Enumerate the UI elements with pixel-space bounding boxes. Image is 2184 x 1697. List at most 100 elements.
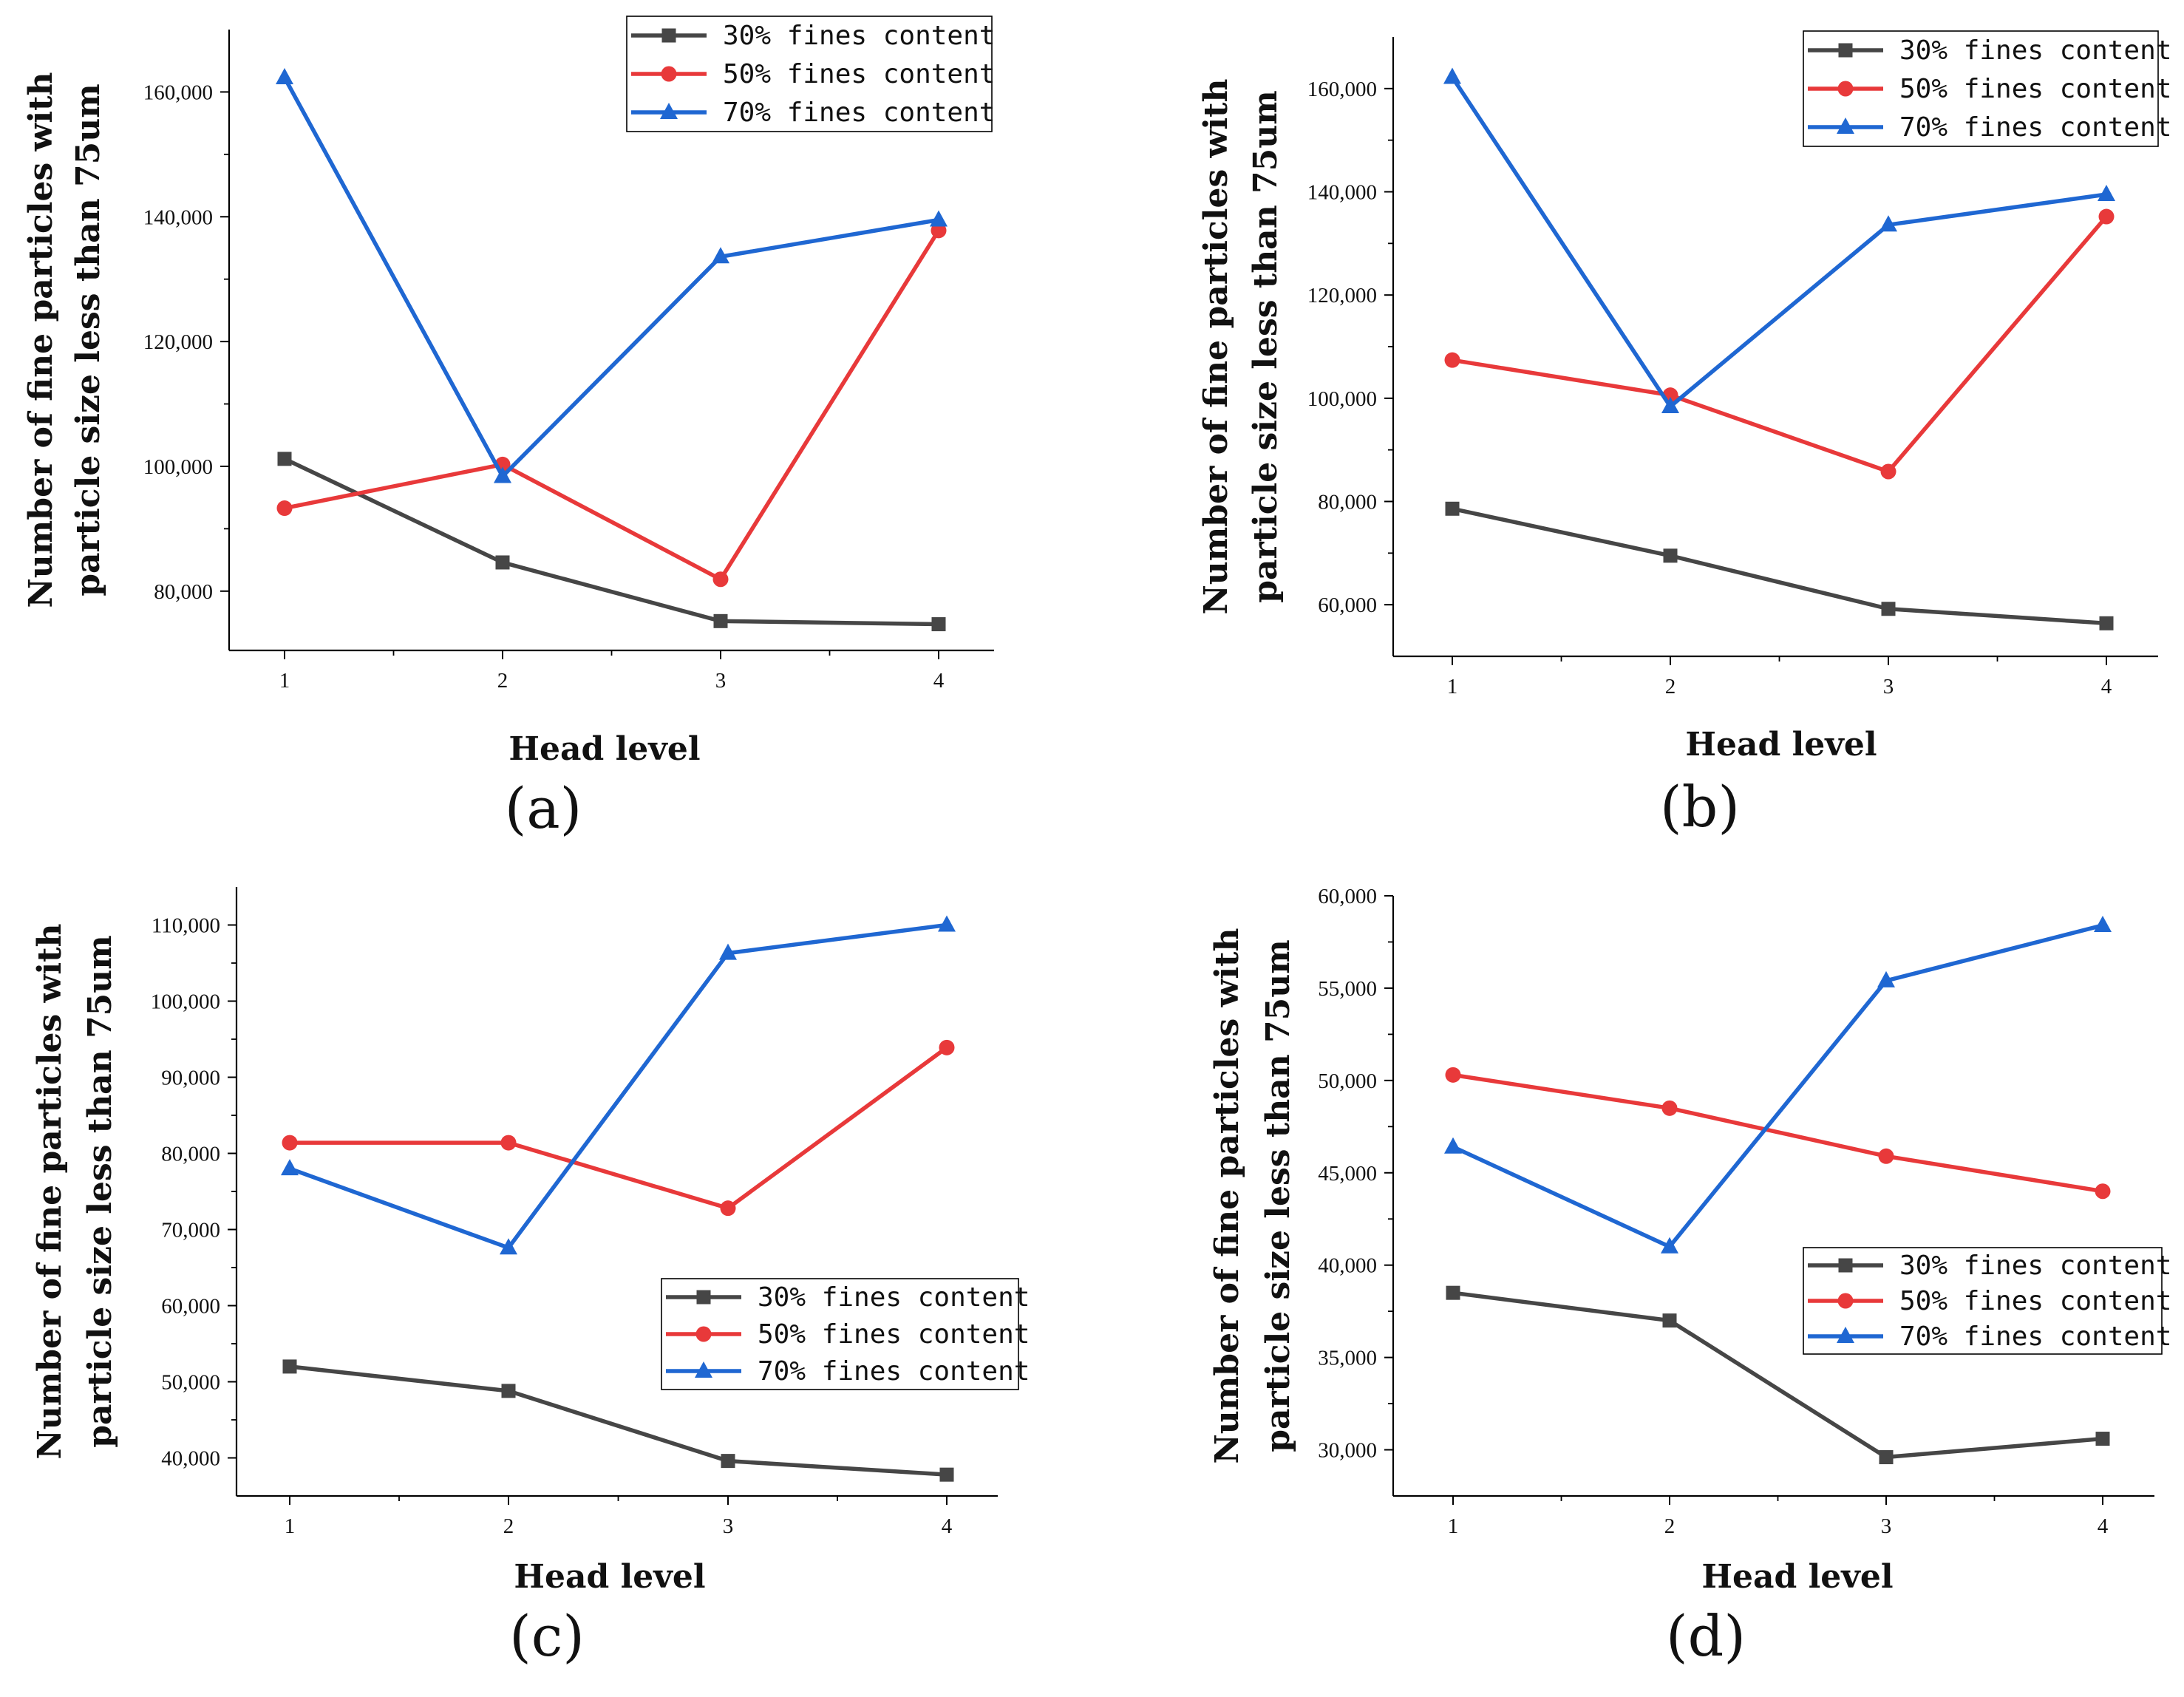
y-tick-label: 50,000	[161, 1371, 220, 1395]
data-point-70pct	[276, 68, 293, 85]
x-tick-label: 4	[942, 1514, 953, 1538]
data-point-70pct	[1443, 67, 1461, 84]
legend-swatch-marker	[661, 66, 677, 82]
y-tick-label: 100,000	[143, 455, 213, 479]
data-point-70pct	[1444, 1137, 1462, 1154]
data-point-30pct	[501, 1384, 516, 1398]
y-tick-label: 60,000	[161, 1295, 220, 1319]
legend-label: 70% fines content	[723, 98, 995, 128]
data-point-50pct	[1661, 1100, 1678, 1116]
legend-label: 30% fines content	[723, 21, 995, 51]
x-tick-label: 3	[1881, 1514, 1892, 1538]
y-tick-label: 45,000	[1318, 1162, 1377, 1186]
legend-swatch-marker	[661, 28, 676, 43]
series-line-70pct	[282, 76, 939, 479]
series-line-70pct	[289, 922, 948, 1250]
y-tick-label: 120,000	[1307, 284, 1377, 307]
x-tick-label: 2	[1665, 675, 1676, 698]
data-point-30pct	[1446, 1285, 1460, 1300]
y-axis-title-line2: particle size less than 75um	[69, 84, 107, 596]
x-axis-title: Head level	[514, 1558, 705, 1596]
legend-swatch-marker	[696, 1290, 711, 1305]
y-tick-label: 110,000	[152, 914, 220, 938]
legend: 30% fines content 50% fines content 70% fi…	[1803, 30, 2171, 147]
chart-panel-d: 30,000 35,000 40,000 45,000 50,000 55,000 60,0…	[1208, 885, 2171, 1669]
legend-label: 70% fines content	[1899, 1322, 2171, 1352]
data-point-30pct	[2099, 616, 2114, 630]
series-line-70pct	[1452, 923, 2103, 1249]
y-axis-title: Number of fine particles with particle si…	[31, 924, 119, 1460]
x-tick-label: 3	[723, 1514, 734, 1538]
data-point-50pct	[2098, 208, 2115, 225]
y-axis-title-line2: particle size less than 75um	[1247, 90, 1285, 603]
data-point-30pct	[495, 555, 510, 570]
legend-label: 50% fines content	[1899, 1286, 2171, 1316]
legend-label: 50% fines content	[1899, 74, 2171, 104]
panel-label: (c)	[509, 1603, 585, 1669]
series-line-50pct	[1452, 1072, 2103, 1194]
y-axis-title-line1: Number of fine particles with	[1197, 79, 1235, 615]
series-line-30pct	[289, 1364, 948, 1477]
y-axis-title: Number of fine particles with particle si…	[22, 72, 107, 608]
data-point-70pct	[938, 915, 956, 932]
data-point-70pct	[500, 1238, 517, 1255]
x-tick-label: 2	[503, 1514, 514, 1538]
legend-swatch-marker	[695, 1361, 712, 1378]
series-line-50pct	[284, 229, 941, 582]
x-tick-label: 4	[933, 669, 945, 693]
x-tick-label: 3	[1883, 675, 1894, 698]
data-point-50pct	[931, 222, 947, 239]
legend-swatch-marker	[1838, 43, 1853, 58]
y-tick-label: 160,000	[143, 81, 213, 104]
x-axis-title: Head level	[1685, 726, 1877, 764]
data-point-50pct	[1444, 352, 1460, 368]
y-tick-label: 40,000	[1318, 1254, 1377, 1278]
y-tick-label: 60,000	[1318, 885, 1377, 908]
legend-label: 70% fines content	[1899, 112, 2171, 143]
chart-panel-c: 40,000 50,000 60,000 70,000 80,000 90,000 100,…	[31, 887, 1030, 1669]
data-point-30pct	[1662, 1313, 1677, 1328]
legend-label: 30% fines content	[1899, 1251, 2171, 1281]
data-point-70pct	[1879, 215, 1897, 232]
data-point-70pct	[2098, 184, 2115, 201]
y-tick-label: 120,000	[143, 330, 213, 354]
x-tick-label: 2	[1664, 1514, 1676, 1538]
data-point-50pct	[1880, 463, 1896, 480]
data-point-50pct	[2095, 1183, 2111, 1200]
legend-label: 30% fines content	[1899, 35, 2171, 66]
y-tick-label: 90,000	[161, 1067, 220, 1090]
data-point-30pct	[939, 1467, 954, 1482]
data-point-30pct	[931, 617, 946, 632]
data-point-70pct	[1661, 397, 1679, 414]
data-point-30pct	[282, 1359, 297, 1374]
legend: 30% fines content 50% fines content 70% fi…	[661, 1278, 1030, 1390]
x-tick-label: 4	[2098, 1514, 2109, 1538]
y-axis-title-line1: Number of fine particles with	[1208, 928, 1246, 1464]
y-tick-label: 80,000	[154, 580, 213, 604]
y-tick-label: 70,000	[161, 1219, 220, 1242]
series-line-50pct	[1452, 215, 2109, 474]
x-tick-label: 2	[497, 669, 508, 693]
data-point-70pct	[712, 247, 729, 264]
y-tick-label: 140,000	[143, 205, 213, 229]
data-point-70pct	[2094, 915, 2112, 932]
x-tick-label: 1	[279, 669, 290, 693]
legend-swatch-marker	[660, 103, 678, 119]
legend-label: 70% fines content	[758, 1356, 1030, 1387]
data-point-50pct	[1445, 1067, 1461, 1083]
data-point-50pct	[939, 1039, 955, 1055]
legend-swatch-marker	[1837, 1293, 1854, 1309]
series-line-50pct	[290, 1046, 948, 1211]
legend: 30% fines content 50% fines content 70% fi…	[1803, 1247, 2171, 1355]
legend: 30% fines content 50% fines content 70% fi…	[626, 16, 995, 132]
data-point-30pct	[277, 452, 292, 466]
legend-swatch-marker	[1838, 1258, 1853, 1273]
data-point-70pct	[1661, 1237, 1678, 1254]
y-tick-label: 100,000	[1307, 387, 1377, 411]
y-tick-label: 40,000	[161, 1447, 220, 1471]
data-point-50pct	[282, 1135, 298, 1151]
legend-label: 50% fines content	[723, 59, 995, 89]
y-axis-title-line2: particle size less than 75um	[81, 935, 119, 1448]
y-axis-title-line1: Number of fine particles with	[31, 924, 69, 1460]
